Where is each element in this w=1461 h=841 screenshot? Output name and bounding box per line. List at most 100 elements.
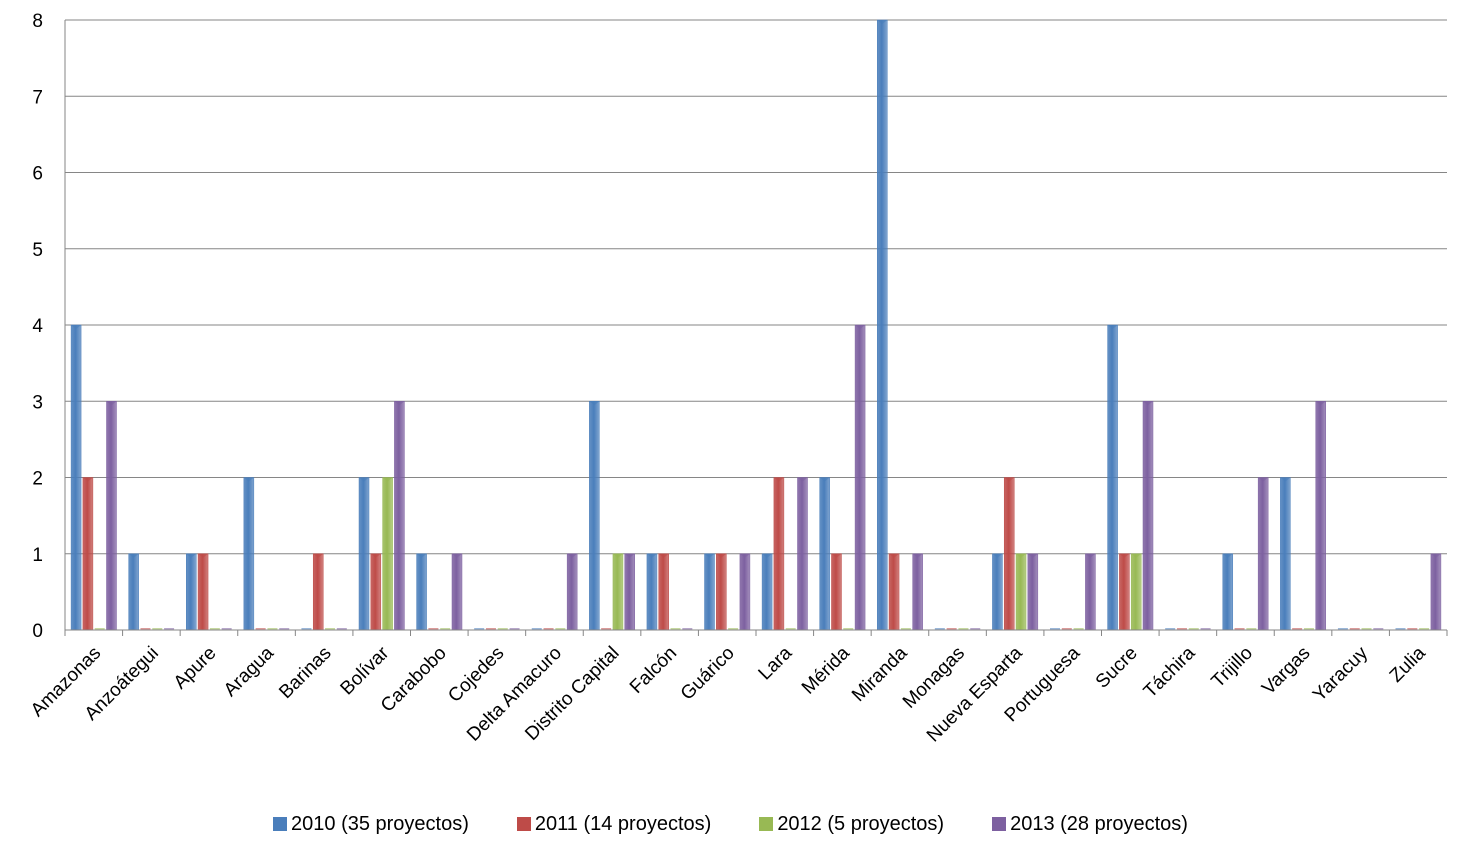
bar-cap bbox=[1430, 553, 1441, 558]
bar-cap bbox=[762, 553, 773, 558]
bar bbox=[888, 553, 900, 631]
legend: 2010 (35 proyectos) 2011 (14 proyectos) 20… bbox=[0, 808, 1461, 840]
y-tick-label: 8 bbox=[32, 11, 43, 32]
category-label: Táchira bbox=[1140, 642, 1200, 702]
legend-item: 2012 (5 proyectos) bbox=[759, 813, 944, 836]
bar bbox=[1003, 477, 1015, 631]
bar-cap bbox=[359, 477, 370, 482]
bar bbox=[912, 553, 923, 631]
bar bbox=[1315, 401, 1326, 631]
bar bbox=[416, 553, 427, 631]
bar bbox=[773, 477, 785, 631]
bar-cap bbox=[71, 325, 82, 329]
legend-swatch bbox=[759, 817, 774, 831]
bar-cap bbox=[646, 553, 657, 558]
y-tick-label: 0 bbox=[32, 621, 43, 642]
category-label: Guárico bbox=[677, 643, 739, 705]
bar-cap bbox=[819, 477, 830, 482]
bar bbox=[716, 553, 727, 631]
bars bbox=[70, 19, 1442, 631]
bar bbox=[739, 553, 751, 631]
y-tick-label: 6 bbox=[32, 164, 43, 185]
bar bbox=[761, 553, 773, 631]
bar-cap bbox=[889, 553, 900, 558]
bar bbox=[992, 553, 1003, 631]
bar bbox=[704, 553, 715, 631]
bar-cap bbox=[877, 20, 888, 24]
gridlines bbox=[65, 19, 1447, 631]
bar-cap bbox=[370, 553, 381, 558]
bar-cap bbox=[1142, 401, 1153, 406]
category-label: Lara bbox=[755, 642, 797, 684]
bar bbox=[451, 553, 463, 631]
bar-cap bbox=[624, 553, 635, 558]
bar bbox=[358, 477, 370, 631]
bar bbox=[589, 401, 600, 631]
bar-cap bbox=[1027, 553, 1038, 558]
bar bbox=[312, 553, 324, 631]
bar bbox=[1119, 553, 1130, 631]
bar bbox=[82, 477, 94, 631]
bar-cap bbox=[1085, 553, 1096, 558]
bar-cap bbox=[992, 553, 1003, 558]
bar-cap bbox=[1107, 325, 1118, 329]
bar bbox=[658, 553, 669, 631]
bar-cap bbox=[1131, 553, 1142, 558]
category-label: Trijillo bbox=[1208, 643, 1257, 692]
bar-cap bbox=[243, 477, 254, 482]
legend-label: 2012 (5 proyectos) bbox=[777, 812, 945, 835]
bar bbox=[128, 553, 139, 631]
bar-cap bbox=[1280, 477, 1291, 482]
bar-cap bbox=[612, 553, 623, 558]
bar-cap bbox=[567, 553, 578, 558]
bar bbox=[797, 477, 808, 631]
legend-item: 2013 (28 proyectos) bbox=[992, 813, 1188, 836]
legend-item: 2011 (14 proyectos) bbox=[516, 813, 711, 836]
category-label: Sucre bbox=[1092, 643, 1142, 693]
bar-cap bbox=[382, 477, 393, 482]
bar bbox=[1130, 553, 1142, 631]
bar-cap bbox=[1119, 553, 1130, 558]
y-tick-label: 7 bbox=[32, 87, 43, 108]
y-tick-label: 2 bbox=[32, 469, 43, 490]
bar bbox=[877, 19, 888, 631]
category-label: Yaracuy bbox=[1309, 642, 1372, 705]
bar-cap bbox=[416, 553, 427, 558]
y-tick-label: 4 bbox=[32, 316, 43, 337]
bar bbox=[382, 477, 393, 631]
y-tick-label: 5 bbox=[32, 240, 43, 261]
bar bbox=[70, 324, 82, 631]
bar-cap bbox=[1222, 553, 1233, 558]
bar bbox=[106, 401, 117, 631]
bar bbox=[1027, 553, 1039, 631]
bar bbox=[854, 324, 866, 631]
bar bbox=[370, 553, 382, 631]
legend-swatch bbox=[992, 817, 1007, 831]
bar-cap bbox=[589, 401, 600, 406]
bar bbox=[566, 553, 578, 631]
bar-cap bbox=[451, 553, 462, 558]
bar-cap bbox=[313, 553, 324, 558]
category-label: Mérida bbox=[798, 642, 854, 698]
bar-cap bbox=[1315, 401, 1326, 406]
bar bbox=[1222, 553, 1234, 631]
category-label: Apure bbox=[170, 643, 221, 694]
bar bbox=[1142, 401, 1154, 631]
bar bbox=[243, 477, 255, 631]
bar bbox=[1015, 553, 1027, 631]
bar-cap bbox=[658, 553, 669, 558]
bar bbox=[612, 553, 624, 631]
bar bbox=[1107, 324, 1118, 631]
bar bbox=[186, 553, 197, 631]
bar-cap bbox=[1016, 553, 1027, 558]
bar bbox=[831, 553, 842, 631]
bar-cap bbox=[773, 477, 784, 482]
legend-swatch bbox=[273, 817, 288, 831]
bar bbox=[1257, 477, 1269, 631]
bar-cap bbox=[716, 553, 727, 558]
category-label: Aragua bbox=[220, 642, 278, 700]
category-label: Bolívar bbox=[337, 642, 394, 699]
